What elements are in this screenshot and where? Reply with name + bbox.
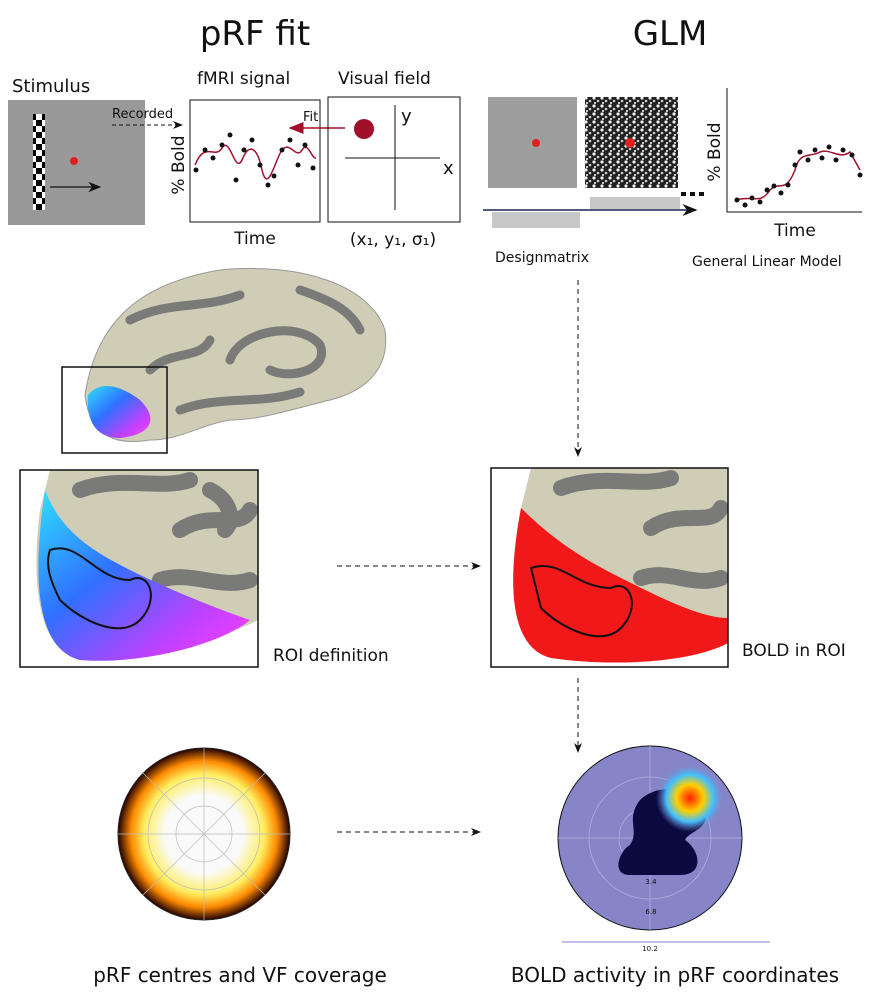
- title-prf: pRF fit: [200, 14, 310, 54]
- signal-y-label: % Bold: [169, 135, 189, 194]
- signal-points: [194, 133, 316, 188]
- glm-y-label: % Bold: [705, 122, 725, 181]
- diagram: pRF fit GLM Stimulus Recorded fMRI signa…: [0, 0, 873, 997]
- design-label: Designmatrix: [495, 250, 589, 266]
- glm-points: [735, 145, 863, 208]
- polar-tick: 10.2: [642, 945, 658, 953]
- bold-roi-label: BOLD in ROI: [742, 641, 846, 661]
- polar-tick: 3.4: [645, 878, 657, 886]
- vf-y: y: [401, 106, 412, 127]
- bold-hotspot: [656, 764, 724, 832]
- bold-prf-label: BOLD activity in pRF coordinates: [511, 963, 839, 987]
- polar-tick: 6.8: [645, 908, 656, 916]
- recorded-label: Recorded: [112, 107, 173, 122]
- bold-panel: [491, 468, 728, 667]
- vf-label: Visual field: [338, 69, 431, 89]
- design-bar: [590, 197, 680, 209]
- design-fixation: [532, 139, 540, 147]
- checkerboard: [33, 114, 45, 210]
- coverage-grid: [118, 748, 290, 920]
- roi-label: ROI definition: [273, 646, 389, 666]
- roi-panel: [20, 470, 258, 667]
- signal-fit: [195, 145, 316, 178]
- design-fixation-2: [625, 138, 635, 148]
- signal-box: [190, 100, 320, 222]
- signal-x-label: Time: [233, 229, 276, 249]
- glm-fit: [735, 151, 860, 200]
- coverage-label: pRF centres and VF coverage: [93, 963, 387, 987]
- vf-x: x: [443, 158, 454, 179]
- fit-label: Fit: [303, 110, 318, 125]
- prf-params: (x₁, y₁, σ₁): [350, 230, 436, 250]
- fixation: [70, 157, 78, 165]
- title-glm: GLM: [633, 14, 708, 54]
- vf-prf: [354, 119, 374, 139]
- vf-box: [328, 97, 460, 222]
- signal-label: fMRI signal: [197, 69, 290, 89]
- design-bar: [492, 212, 580, 228]
- model-label: General Linear Model: [692, 254, 842, 270]
- glm-x-label: Time: [773, 221, 816, 241]
- stimulus-label: Stimulus: [12, 76, 90, 97]
